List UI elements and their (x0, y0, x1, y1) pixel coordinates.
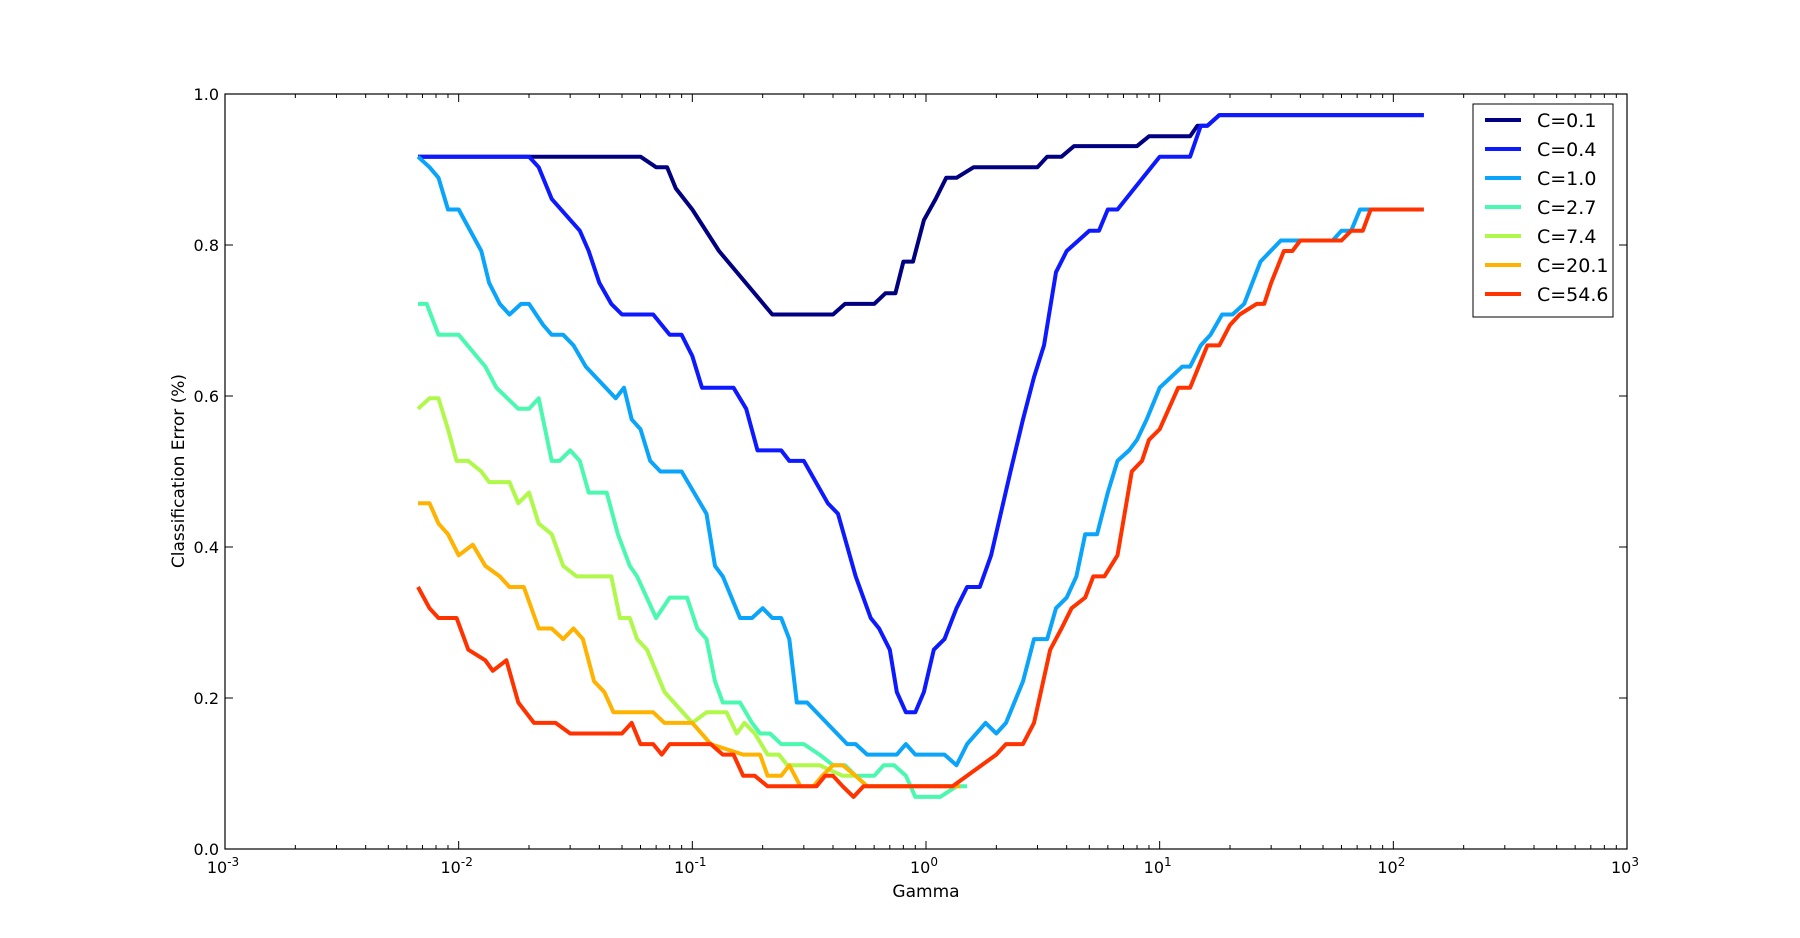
plot-area (225, 94, 1627, 849)
y-tick-label: 0.8 (194, 236, 219, 255)
series-line-6 (418, 501, 961, 789)
series-line-3 (416, 155, 1424, 768)
x-tick-label: 10-3 (207, 855, 239, 877)
legend-label: C=0.4 (1537, 139, 1596, 161)
legend-box (1472, 103, 1614, 318)
legend-label: C=1.0 (1537, 168, 1596, 190)
y-axis: 0.0 0.2 0.4 0.6 0.8 1.0 (194, 85, 1627, 859)
legend-label: C=7.4 (1537, 226, 1596, 248)
x-tick-label: 102 (1377, 855, 1405, 877)
y-tick-label: 1.0 (194, 85, 219, 104)
series-line-4 (418, 301, 968, 799)
x-axis-label: Gamma (892, 882, 959, 902)
series-line-7 (416, 207, 1424, 799)
series-line-5 (416, 396, 961, 789)
legend: C=0.1 C=0.4 C=1.0 C=2.7 C=7.4 C=20.1 C=54.6 (1472, 103, 1614, 318)
x-tick-label: 101 (1144, 855, 1172, 877)
y-tick-label: 0.2 (194, 689, 219, 708)
x-axis: 10-3 10-2 10-1 100 101 102 103 (207, 94, 1639, 877)
x-tick-label: 103 (1611, 855, 1639, 877)
x-tick-label: 10-2 (441, 855, 473, 877)
y-tick-label: 0.4 (194, 538, 219, 557)
x-tick-label: 100 (910, 855, 938, 877)
series-line-2 (418, 113, 1424, 715)
series-layer (416, 113, 1424, 799)
x-tick-label: 10-1 (674, 855, 706, 877)
legend-label: C=20.1 (1537, 255, 1609, 277)
series-line-1 (418, 113, 1424, 317)
legend-label: C=2.7 (1537, 197, 1596, 219)
legend-label: C=54.6 (1537, 284, 1609, 306)
y-axis-label: Classification Error (%) (169, 374, 189, 568)
y-tick-label: 0.0 (194, 840, 219, 859)
legend-label: C=0.1 (1537, 110, 1596, 132)
y-tick-label: 0.6 (194, 387, 219, 406)
